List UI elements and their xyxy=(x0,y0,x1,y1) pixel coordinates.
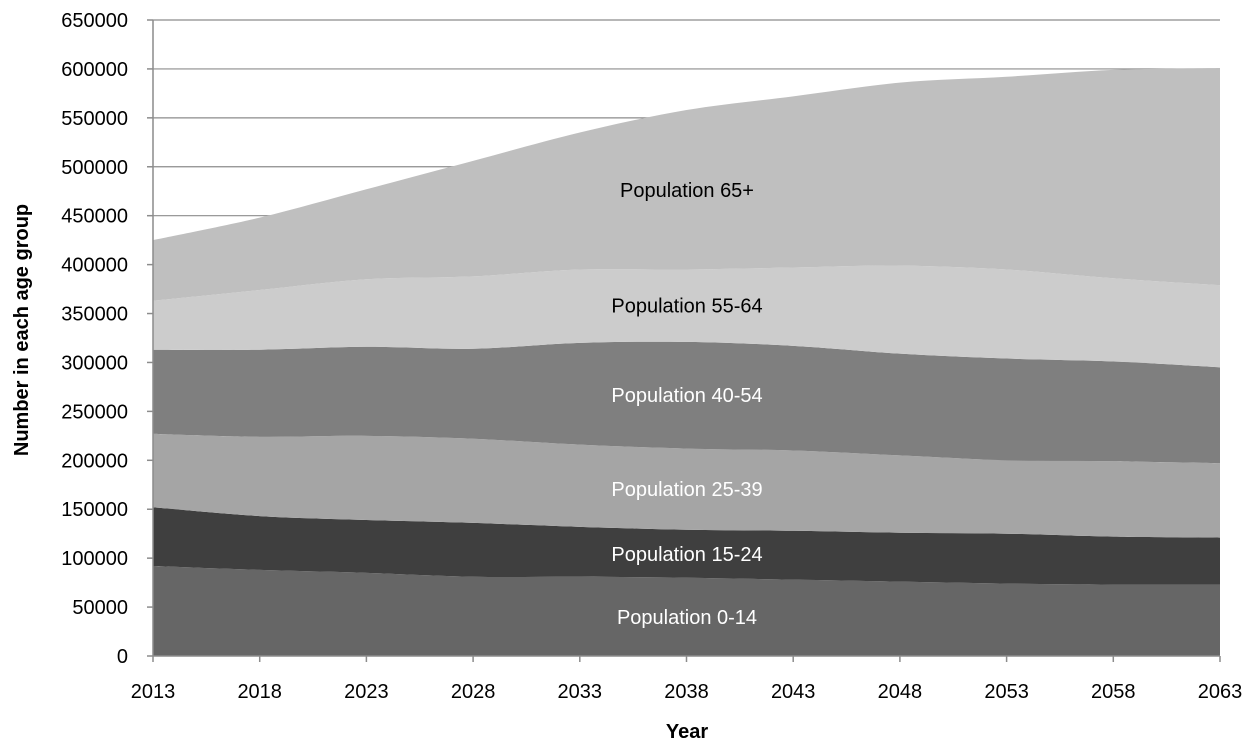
x-tick-label: 2043 xyxy=(771,681,816,703)
y-tick-label: 50000 xyxy=(72,597,128,619)
x-tick-label: 2038 xyxy=(664,681,709,703)
x-tick-label: 2058 xyxy=(1091,681,1136,703)
area-band-population-40-54 xyxy=(153,341,1220,464)
band-label-population-0-14: Population 0-14 xyxy=(617,607,757,629)
x-tick-label: 2033 xyxy=(558,681,603,703)
y-tick-label: 150000 xyxy=(61,499,128,521)
x-tick-label: 2053 xyxy=(984,681,1029,703)
y-tick-label: 250000 xyxy=(61,401,128,423)
x-tick-label: 2023 xyxy=(344,681,389,703)
y-tick-label: 0 xyxy=(117,646,128,668)
x-tick-label: 2018 xyxy=(237,681,282,703)
area-band-population-55-64 xyxy=(153,265,1220,368)
band-label-population-25-39: Population 25-39 xyxy=(611,479,762,501)
y-tick-label: 450000 xyxy=(61,206,128,228)
y-tick-label: 650000 xyxy=(61,10,128,32)
y-axis-title: Number in each age group xyxy=(11,204,33,456)
x-tick-label: 2013 xyxy=(131,681,176,703)
y-tick-label: 600000 xyxy=(61,59,128,81)
x-tick-label: 2048 xyxy=(878,681,923,703)
y-tick-label: 200000 xyxy=(61,450,128,472)
area-band-population-15-24 xyxy=(153,507,1220,585)
area-band-population-0-14 xyxy=(153,565,1220,656)
y-tick-label: 350000 xyxy=(61,304,128,326)
band-label-population-40-54: Population 40-54 xyxy=(611,385,762,407)
y-tick-label: 500000 xyxy=(61,157,128,179)
band-label-population-55-64: Population 55-64 xyxy=(611,296,762,318)
band-labels: Population 0-14 Population 15-24 Populatio… xyxy=(611,180,762,629)
x-tick-label: 2063 xyxy=(1198,681,1243,703)
area-band-population-65 xyxy=(153,67,1220,301)
band-label-population-65: Population 65+ xyxy=(620,180,754,202)
x-tick-label: 2028 xyxy=(451,681,496,703)
y-tick-label: 400000 xyxy=(61,255,128,277)
y-tick-label: 300000 xyxy=(61,352,128,374)
band-label-population-15-24: Population 15-24 xyxy=(611,544,762,566)
y-tick-labels: 0 50000 100000 150000 200000 250000 300000 3500… xyxy=(61,10,128,668)
x-tick-labels: 2013 2018 2023 2028 2033 2038 2043 2048 2053 2058… xyxy=(131,681,1243,703)
y-tick-label: 550000 xyxy=(61,108,128,130)
axes xyxy=(147,19,1221,662)
y-tick-label: 100000 xyxy=(61,548,128,570)
area-band-population-25-39 xyxy=(153,433,1220,538)
area-bands xyxy=(153,67,1220,656)
x-axis-title: Year xyxy=(666,721,708,743)
